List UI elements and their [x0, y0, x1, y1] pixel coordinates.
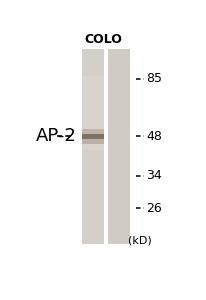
- Bar: [82, 134, 104, 139]
- Text: AP-2: AP-2: [35, 128, 76, 146]
- Text: 26: 26: [145, 202, 161, 214]
- Text: 34: 34: [145, 169, 161, 182]
- Bar: [82, 49, 104, 244]
- Text: (kD): (kD): [127, 236, 151, 246]
- Bar: [82, 129, 104, 144]
- Text: COLO: COLO: [84, 33, 121, 46]
- Bar: [82, 76, 104, 150]
- Text: 85: 85: [145, 72, 162, 85]
- Text: 48: 48: [145, 130, 161, 143]
- Bar: [107, 49, 130, 244]
